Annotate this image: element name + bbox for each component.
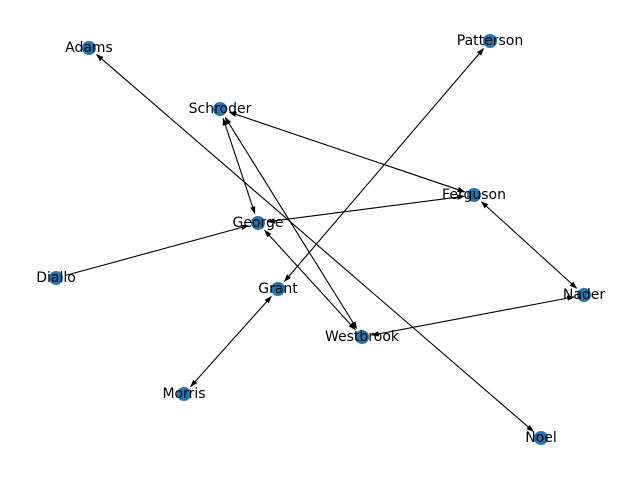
node-diallo: Diallo xyxy=(36,270,76,286)
edge-diallo-george xyxy=(65,224,250,276)
edge-grant-morris xyxy=(190,295,272,388)
node-dot xyxy=(177,387,191,401)
node-westbrook: Westbrook xyxy=(325,329,400,345)
edge-george-ferguson xyxy=(267,194,465,224)
node-dot xyxy=(271,282,285,296)
node-ferguson: Ferguson xyxy=(442,187,506,203)
edge-george-westbrook xyxy=(264,229,356,331)
node-grant: Grant xyxy=(258,281,298,297)
node-label: Patterson xyxy=(457,33,523,49)
node-adams: Adams xyxy=(65,40,113,56)
edge-adams-noel xyxy=(95,54,535,432)
node-dot xyxy=(483,34,497,48)
edges-layer xyxy=(65,48,578,432)
node-patterson: Patterson xyxy=(457,33,523,49)
node-dot xyxy=(82,41,96,55)
node-label: Nader xyxy=(563,287,606,303)
node-label: Schroder xyxy=(189,101,252,117)
node-label: Westbrook xyxy=(325,329,400,345)
node-george: George xyxy=(232,215,283,231)
edge-schroder-george xyxy=(222,117,256,215)
node-schroder: Schroder xyxy=(189,101,252,117)
node-label: Morris xyxy=(162,386,205,402)
nodes-layer: Adams Patterson Schroder Ferguson George Dial… xyxy=(36,33,605,446)
node-label: George xyxy=(232,215,283,231)
node-dot xyxy=(577,288,591,302)
node-label: Adams xyxy=(65,40,113,56)
node-nader: Nader xyxy=(563,287,606,303)
node-label: Grant xyxy=(258,281,298,297)
node-morris: Morris xyxy=(162,386,205,402)
node-dot xyxy=(49,271,63,285)
node-label: Diallo xyxy=(36,270,76,286)
node-dot xyxy=(213,102,227,116)
edge-westbrook-nader xyxy=(371,295,575,337)
node-dot xyxy=(534,431,548,445)
node-dot xyxy=(251,216,265,230)
node-label: Ferguson xyxy=(442,187,506,203)
node-label: Noel xyxy=(525,430,557,446)
node-dot xyxy=(467,188,481,202)
node-noel: Noel xyxy=(525,430,557,446)
edge-ferguson-nader xyxy=(480,201,578,289)
node-dot xyxy=(355,330,369,344)
